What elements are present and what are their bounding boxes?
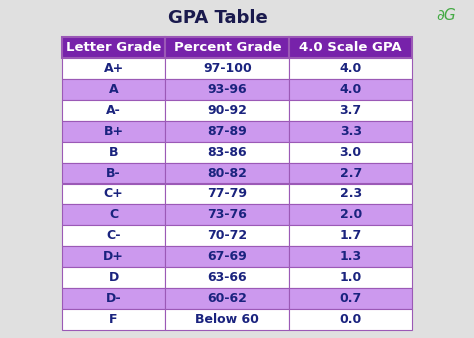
Text: 0.0: 0.0 (340, 313, 362, 326)
Text: 60-62: 60-62 (208, 292, 247, 305)
Bar (62, 225, 165, 246)
Bar (290, 58, 412, 79)
Text: 1.3: 1.3 (340, 250, 362, 263)
Text: D: D (109, 271, 119, 284)
Text: 63-66: 63-66 (208, 271, 247, 284)
Text: GPA Table: GPA Table (168, 9, 268, 27)
Bar (290, 225, 412, 246)
Text: 2.0: 2.0 (340, 209, 362, 221)
Bar (290, 121, 412, 142)
Text: A: A (109, 83, 118, 96)
Bar (165, 204, 290, 225)
Bar (62, 267, 165, 288)
Text: 80-82: 80-82 (208, 167, 247, 179)
Text: 3.3: 3.3 (340, 125, 362, 138)
Text: 77-79: 77-79 (207, 188, 247, 200)
Bar (290, 142, 412, 163)
Bar (165, 58, 290, 79)
Text: 4.0: 4.0 (340, 83, 362, 96)
Bar (290, 184, 412, 204)
Text: 3.7: 3.7 (340, 104, 362, 117)
Text: 87-89: 87-89 (208, 125, 247, 138)
Text: D+: D+ (103, 250, 124, 263)
Text: A-: A- (106, 104, 121, 117)
Text: 1.0: 1.0 (340, 271, 362, 284)
Bar (165, 100, 290, 121)
Text: Below 60: Below 60 (195, 313, 259, 326)
Text: 90-92: 90-92 (208, 104, 247, 117)
Text: 83-86: 83-86 (208, 146, 247, 159)
Text: A+: A+ (103, 62, 124, 75)
Text: 97-100: 97-100 (203, 62, 252, 75)
Bar (165, 225, 290, 246)
Bar (165, 142, 290, 163)
Text: 70-72: 70-72 (207, 229, 247, 242)
Bar (290, 288, 412, 309)
Bar (165, 37, 290, 58)
Text: 73-76: 73-76 (208, 209, 247, 221)
Bar (62, 163, 165, 184)
Bar (62, 142, 165, 163)
Bar (290, 204, 412, 225)
Text: 67-69: 67-69 (208, 250, 247, 263)
Bar (62, 37, 165, 58)
Bar (165, 79, 290, 100)
Bar (62, 204, 165, 225)
Text: C+: C+ (104, 188, 124, 200)
Text: 4.0: 4.0 (340, 62, 362, 75)
Text: D-: D- (106, 292, 121, 305)
Bar (165, 288, 290, 309)
Bar (62, 100, 165, 121)
Text: C: C (109, 209, 118, 221)
Bar (290, 246, 412, 267)
Bar (165, 163, 290, 184)
Bar (290, 163, 412, 184)
Bar (62, 309, 165, 330)
Text: 0.7: 0.7 (340, 292, 362, 305)
Text: 2.7: 2.7 (340, 167, 362, 179)
Bar (62, 58, 165, 79)
Bar (62, 121, 165, 142)
Bar (290, 100, 412, 121)
Text: 4.0 Scale GPA: 4.0 Scale GPA (300, 41, 402, 54)
Bar (290, 79, 412, 100)
Bar (165, 246, 290, 267)
Bar (165, 267, 290, 288)
Text: 2.3: 2.3 (340, 188, 362, 200)
Bar (62, 184, 165, 204)
Text: Letter Grade: Letter Grade (66, 41, 161, 54)
Text: C-: C- (106, 229, 121, 242)
Bar (62, 246, 165, 267)
Text: Percent Grade: Percent Grade (173, 41, 281, 54)
Bar (290, 37, 412, 58)
Bar (165, 121, 290, 142)
Bar (62, 79, 165, 100)
Bar (290, 267, 412, 288)
Text: 3.0: 3.0 (340, 146, 362, 159)
Bar (290, 309, 412, 330)
Text: F: F (109, 313, 118, 326)
Text: 93-96: 93-96 (208, 83, 247, 96)
Text: B: B (109, 146, 118, 159)
Bar (165, 184, 290, 204)
Bar (62, 288, 165, 309)
Text: B+: B+ (103, 125, 124, 138)
Text: B-: B- (106, 167, 121, 179)
Bar (165, 309, 290, 330)
Text: ∂G: ∂G (436, 8, 456, 24)
Text: 1.7: 1.7 (340, 229, 362, 242)
